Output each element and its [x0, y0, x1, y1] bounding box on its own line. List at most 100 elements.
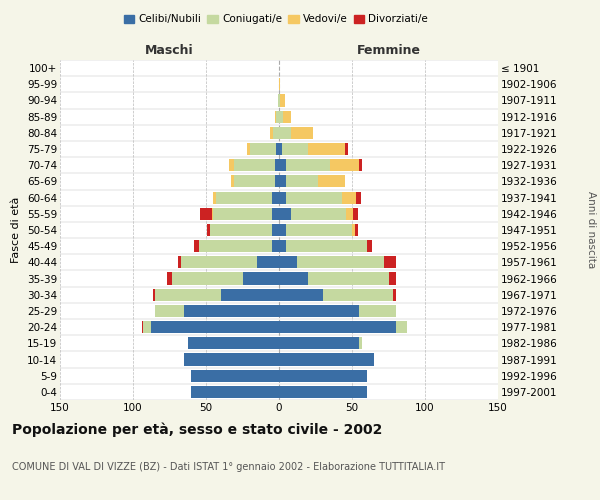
Text: COMUNE DI VAL DI VIZZE (BZ) - Dati ISTAT 1° gennaio 2002 - Elaborazione TUTTITAL: COMUNE DI VAL DI VIZZE (BZ) - Dati ISTAT… [12, 462, 445, 472]
Bar [323, 288, 393, 301]
Bar [367, 240, 373, 252]
Bar [286, 192, 342, 203]
Bar [279, 159, 286, 172]
Bar [272, 192, 279, 203]
Bar [200, 208, 212, 220]
Bar [154, 288, 155, 301]
Bar [276, 110, 279, 122]
Bar [346, 208, 353, 220]
Bar [142, 321, 143, 333]
Text: Popolazione per età, sesso e stato civile - 2002: Popolazione per età, sesso e stato civil… [12, 422, 382, 437]
Bar [191, 386, 279, 398]
Bar [155, 288, 221, 301]
Text: Femmine: Femmine [356, 44, 421, 57]
Bar [356, 192, 361, 203]
Bar [143, 321, 151, 333]
Bar [279, 224, 286, 236]
Bar [396, 321, 407, 333]
Bar [296, 256, 384, 268]
Bar [257, 256, 279, 268]
Bar [208, 224, 211, 236]
Bar [359, 305, 396, 317]
Bar [330, 159, 359, 172]
Bar [272, 224, 279, 236]
Bar [279, 305, 359, 317]
Bar [167, 272, 172, 284]
Bar [151, 321, 279, 333]
Bar [234, 176, 275, 188]
Bar [384, 256, 396, 268]
Bar [286, 176, 319, 188]
Bar [279, 386, 367, 398]
Bar [278, 94, 279, 106]
Bar [286, 159, 330, 172]
Bar [282, 143, 308, 155]
Bar [270, 127, 273, 139]
Y-axis label: Fasce di età: Fasce di età [11, 197, 22, 263]
Legend: Celibi/Nubili, Coniugati/e, Vedovi/e, Divorziati/e: Celibi/Nubili, Coniugati/e, Vedovi/e, Di… [119, 10, 433, 29]
Bar [355, 224, 358, 236]
Bar [279, 78, 280, 90]
Bar [275, 176, 279, 188]
Bar [279, 338, 359, 349]
Bar [344, 143, 347, 155]
Bar [283, 110, 290, 122]
Bar [279, 370, 367, 382]
Bar [212, 208, 214, 220]
Bar [279, 272, 308, 284]
Bar [229, 159, 234, 172]
Bar [279, 321, 396, 333]
Bar [279, 94, 280, 106]
Bar [172, 272, 242, 284]
Bar [250, 143, 276, 155]
Bar [290, 127, 313, 139]
Bar [275, 159, 279, 172]
Bar [279, 110, 283, 122]
Bar [319, 176, 345, 188]
Bar [214, 192, 216, 203]
Bar [279, 354, 374, 366]
Bar [308, 143, 344, 155]
Bar [178, 256, 181, 268]
Bar [342, 192, 356, 203]
Bar [279, 240, 286, 252]
Bar [184, 354, 279, 366]
Bar [389, 272, 396, 284]
Bar [352, 224, 355, 236]
Bar [273, 127, 279, 139]
Bar [353, 208, 358, 220]
Bar [275, 110, 276, 122]
Bar [359, 338, 362, 349]
Bar [188, 338, 279, 349]
Bar [155, 305, 184, 317]
Bar [272, 240, 279, 252]
Bar [279, 192, 286, 203]
Bar [272, 208, 279, 220]
Bar [290, 208, 346, 220]
Bar [234, 159, 275, 172]
Bar [199, 240, 272, 252]
Bar [231, 176, 234, 188]
Bar [279, 176, 286, 188]
Bar [279, 143, 282, 155]
Bar [247, 143, 250, 155]
Bar [279, 256, 296, 268]
Bar [216, 192, 272, 203]
Bar [184, 305, 279, 317]
Bar [181, 256, 257, 268]
Text: Maschi: Maschi [145, 44, 194, 57]
Bar [194, 240, 199, 252]
Text: Anni di nascita: Anni di nascita [586, 192, 596, 268]
Bar [279, 288, 323, 301]
Bar [308, 272, 389, 284]
Bar [211, 224, 272, 236]
Bar [242, 272, 279, 284]
Bar [359, 159, 362, 172]
Bar [276, 143, 279, 155]
Bar [393, 288, 396, 301]
Bar [191, 370, 279, 382]
Bar [286, 224, 352, 236]
Bar [280, 94, 285, 106]
Bar [286, 240, 367, 252]
Bar [279, 127, 290, 139]
